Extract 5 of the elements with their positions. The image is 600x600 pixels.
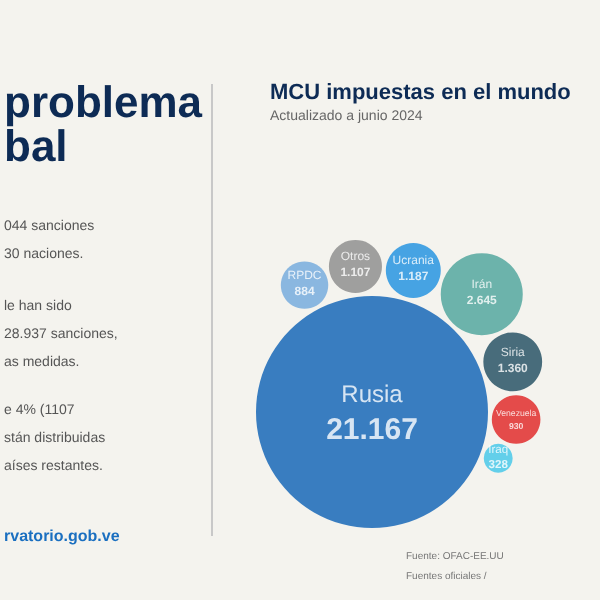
text: problema bbox=[4, 77, 204, 127]
category-label: Rusia bbox=[341, 380, 404, 408]
data-label: 21.167 bbox=[326, 413, 418, 447]
text: MCU impuestas en el mundo bbox=[270, 81, 572, 105]
text: rvatorio.gob.ve bbox=[4, 527, 121, 545]
